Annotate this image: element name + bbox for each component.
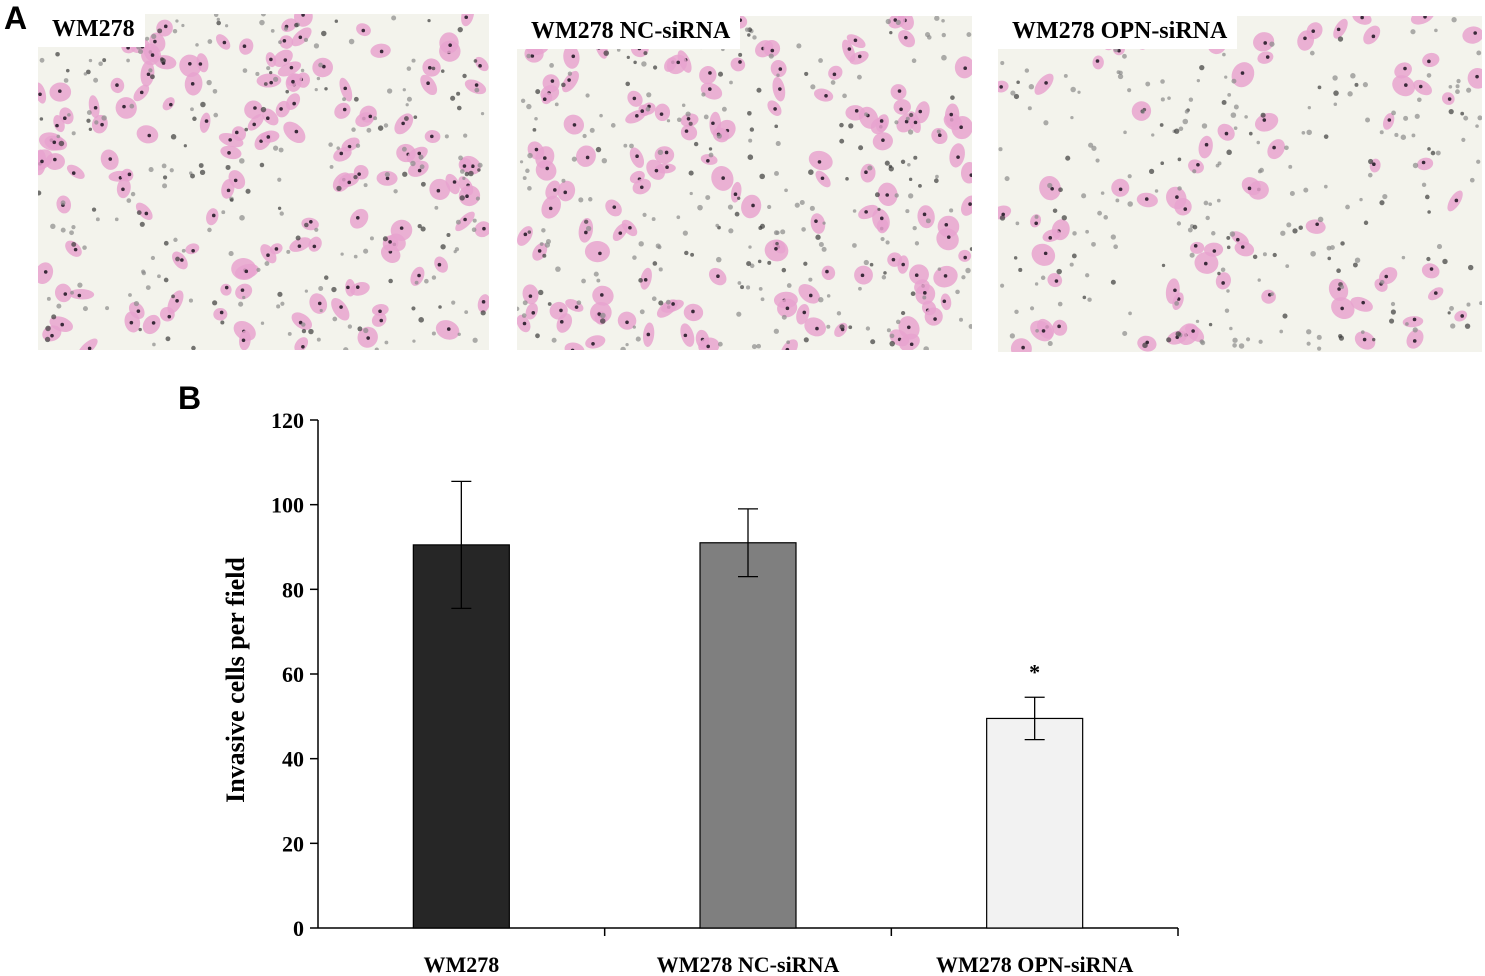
panel-label-a: A [4, 0, 28, 36]
micrograph-opn-sirna: WM278 OPN-siRNA [998, 16, 1482, 352]
micrograph-image [38, 14, 489, 350]
bar [699, 542, 797, 929]
bar [986, 717, 1084, 929]
micrograph-label: WM278 [38, 14, 145, 47]
x-tick-label: WM278 [423, 952, 499, 976]
y-tick-label: 120 [271, 408, 304, 433]
micrograph-label: WM278 NC-siRNA [517, 16, 741, 49]
y-tick-label: 100 [271, 493, 304, 518]
x-tick-label: WM278 OPN-siRNA [936, 952, 1133, 976]
significance-marker: * [1029, 659, 1040, 684]
y-axis-title: Invasive cells per field [221, 557, 250, 803]
cell-texture [517, 16, 972, 350]
x-tick-label: WM278 NC-siRNA [657, 952, 840, 976]
micrograph-nc-sirna: WM278 NC-siRNA [517, 16, 972, 350]
y-tick-label: 0 [293, 916, 304, 941]
panel-label-b: B [178, 380, 202, 416]
micrograph-label: WM278 OPN-siRNA [998, 16, 1238, 49]
y-tick-label: 40 [282, 747, 304, 772]
micrograph-image [517, 16, 972, 350]
micrograph-image [998, 16, 1482, 352]
micrograph-wm278: WM278 [38, 14, 489, 350]
y-tick-label: 20 [282, 831, 304, 856]
cell-texture [38, 14, 489, 350]
y-tick-label: 60 [282, 662, 304, 687]
cell-texture [998, 16, 1482, 352]
y-tick-label: 80 [282, 577, 304, 602]
